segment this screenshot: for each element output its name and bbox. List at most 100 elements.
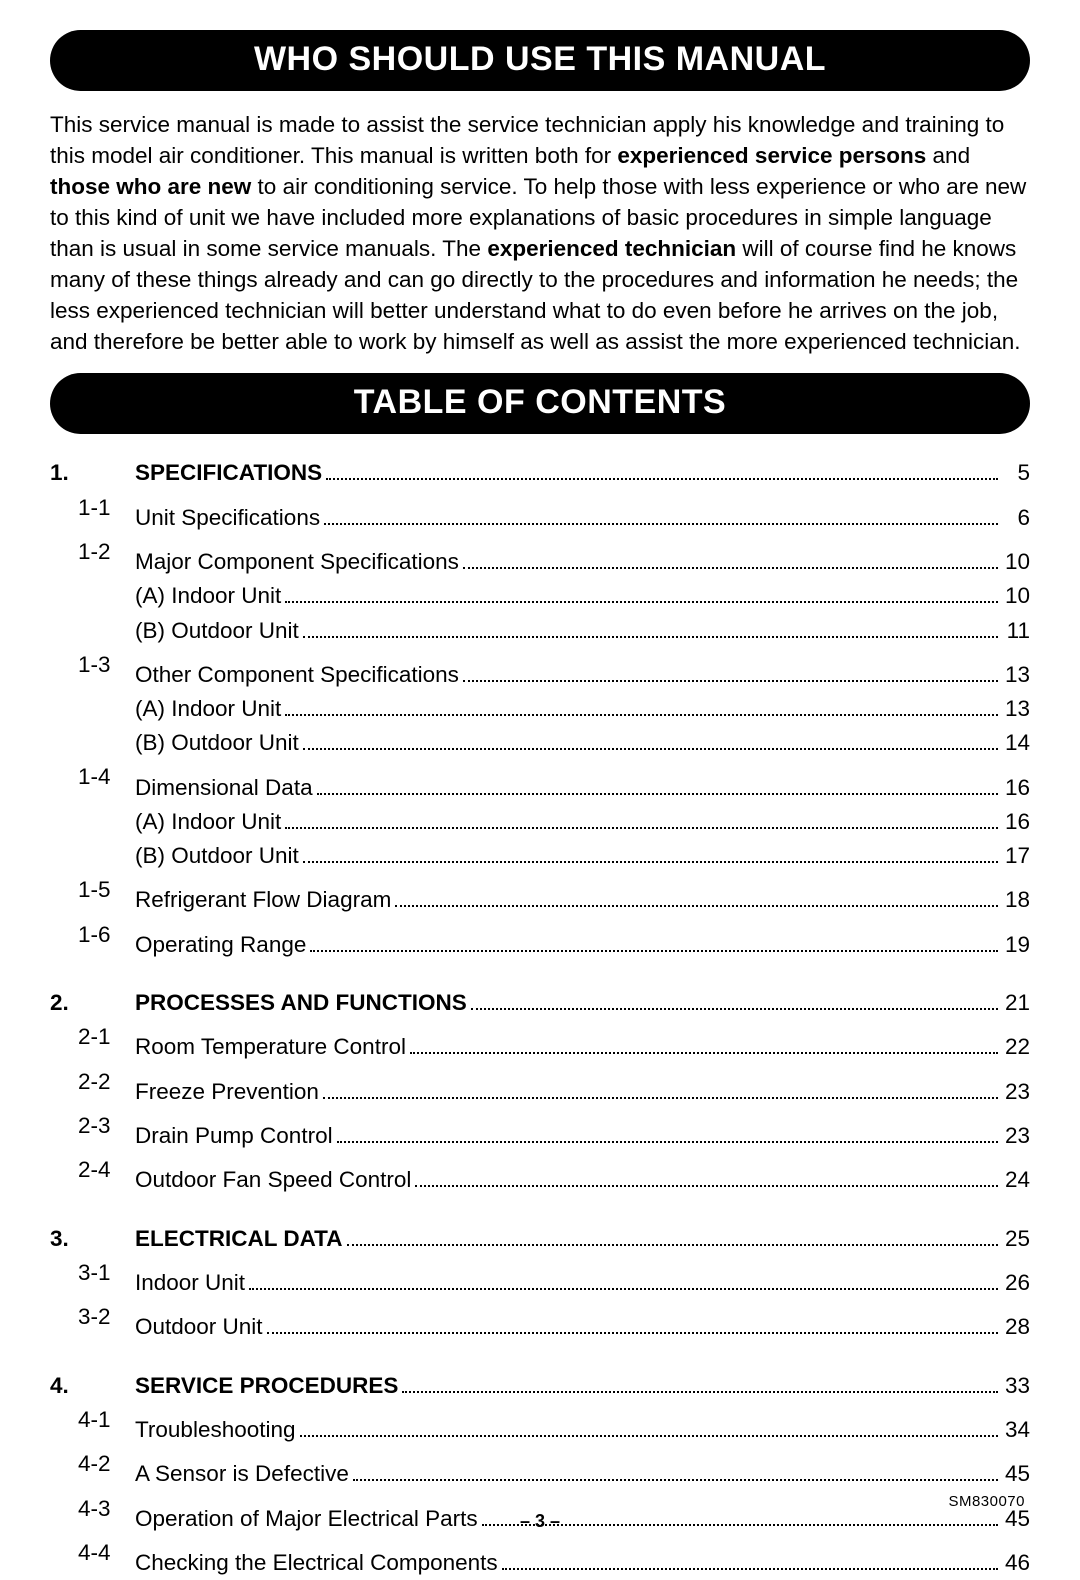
toc-section-number xyxy=(50,1020,78,1054)
toc-title: Refrigerant Flow Diagram xyxy=(135,883,391,917)
toc-section-number: 3. xyxy=(50,1222,78,1256)
toc-subsection-number xyxy=(78,1369,135,1403)
toc-section: 3.ELECTRICAL DATA253-1Indoor Unit263-2Ou… xyxy=(50,1222,1030,1345)
toc-title: Outdoor Fan Speed Control xyxy=(135,1163,411,1197)
toc-title: Outdoor Unit xyxy=(135,1310,263,1344)
toc-leader-dots xyxy=(353,1479,998,1481)
toc-page: 10 xyxy=(1002,579,1030,613)
toc-title: Dimensional Data xyxy=(135,771,313,805)
toc-row: 1-5Refrigerant Flow Diagram18 xyxy=(50,873,1030,917)
toc-subsection-number: 3-2 xyxy=(78,1300,135,1334)
toc-title: ELECTRICAL DATA xyxy=(135,1222,343,1256)
toc-leader-dots xyxy=(337,1141,998,1143)
toc-title: Room Temperature Control xyxy=(135,1030,406,1064)
toc-row: 2-3Drain Pump Control23 xyxy=(50,1109,1030,1153)
toc-title: (A) Indoor Unit xyxy=(135,805,281,839)
toc-leader-dots xyxy=(303,748,998,750)
toc-row: 2.PROCESSES AND FUNCTIONS21 xyxy=(50,986,1030,1020)
toc-row: (A) Indoor Unit 10 xyxy=(50,579,1030,613)
toc-row: 2-1Room Temperature Control22 xyxy=(50,1020,1030,1064)
toc-page: 13 xyxy=(1002,692,1030,726)
toc-num-col: 1-3 xyxy=(50,648,135,682)
toc-num-col: 3-1 xyxy=(50,1256,135,1290)
toc-leader-dots xyxy=(285,601,998,603)
toc-page: 21 xyxy=(1002,986,1030,1020)
toc-title: Operating Range xyxy=(135,928,306,962)
toc-section-number xyxy=(50,648,78,682)
toc-title: Major Component Specifications xyxy=(135,545,459,579)
toc-leader-dots xyxy=(415,1185,998,1187)
banner-table-of-contents: TABLE OF CONTENTS xyxy=(50,373,1030,434)
toc-row: 1-2Major Component Specifications 10 xyxy=(50,535,1030,579)
toc-row: 3-1Indoor Unit26 xyxy=(50,1256,1030,1300)
toc-title: (B) Outdoor Unit xyxy=(135,726,299,760)
toc-subsection-number: 1-2 xyxy=(78,535,135,569)
toc-section: 2.PROCESSES AND FUNCTIONS212-1Room Tempe… xyxy=(50,986,1030,1198)
toc-row: 4-2A Sensor is Defective45 xyxy=(50,1447,1030,1491)
intro-paragraph: This service manual is made to assist th… xyxy=(50,109,1030,357)
toc-subsection-number: 4-2 xyxy=(78,1447,135,1481)
toc-subsection-number xyxy=(78,986,135,1020)
toc-title: (A) Indoor Unit xyxy=(135,579,281,613)
toc-num-col: 2. xyxy=(50,986,135,1020)
banner2-text: TABLE OF CONTENTS xyxy=(354,383,726,421)
toc-page: 5 xyxy=(1002,456,1030,490)
toc-section-number xyxy=(50,1109,78,1143)
toc-title: Checking the Electrical Components xyxy=(135,1546,498,1580)
toc-subsection-number xyxy=(78,456,135,490)
toc-page: 23 xyxy=(1002,1075,1030,1109)
toc-subsection-number: 3-1 xyxy=(78,1256,135,1290)
toc-subsection-number: 4-1 xyxy=(78,1403,135,1437)
toc-row: 1-6Operating Range19 xyxy=(50,918,1030,962)
toc-section-number xyxy=(50,1300,78,1334)
toc-num-col: 3. xyxy=(50,1222,135,1256)
toc-subsection-number: 1-3 xyxy=(78,648,135,682)
intro-t2: and xyxy=(926,143,970,168)
toc-page: 45 xyxy=(1002,1457,1030,1491)
toc-leader-dots xyxy=(410,1052,998,1054)
page-footer: SM830070 – 3 – xyxy=(0,1511,1080,1532)
toc-subsection-number: 2-4 xyxy=(78,1153,135,1187)
toc-section-number xyxy=(50,1256,78,1290)
toc-section-number xyxy=(50,1065,78,1099)
toc-leader-dots xyxy=(402,1391,998,1393)
toc-row: 1.SPECIFICATIONS5 xyxy=(50,456,1030,490)
banner-who-should-use: WHO SHOULD USE THIS MANUAL xyxy=(50,30,1030,91)
toc-page: 10 xyxy=(1002,545,1030,579)
toc-leader-dots xyxy=(317,793,998,795)
toc-leader-dots xyxy=(267,1332,998,1334)
toc-page: 13 xyxy=(1002,658,1030,692)
toc-num-col: 1-2 xyxy=(50,535,135,569)
toc-leader-dots xyxy=(502,1568,998,1570)
toc-page: 22 xyxy=(1002,1030,1030,1064)
toc-section-number xyxy=(50,1536,78,1570)
toc-leader-dots xyxy=(285,827,998,829)
toc-row: (A) Indoor Unit13 xyxy=(50,692,1030,726)
toc-leader-dots xyxy=(303,636,998,638)
toc-section-number xyxy=(50,535,78,569)
toc-row: 2-2Freeze Prevention 23 xyxy=(50,1065,1030,1109)
toc-leader-dots xyxy=(471,1008,998,1010)
toc-row: (A) Indoor Unit16 xyxy=(50,805,1030,839)
toc-row: (B) Outdoor Unit11 xyxy=(50,614,1030,648)
toc-subsection-number: 1-1 xyxy=(78,491,135,525)
toc-page: 28 xyxy=(1002,1310,1030,1344)
toc-page: 26 xyxy=(1002,1266,1030,1300)
toc-section-number xyxy=(50,1403,78,1437)
toc-section-number: 2. xyxy=(50,986,78,1020)
toc-title: Freeze Prevention xyxy=(135,1075,319,1109)
toc-page: 46 xyxy=(1002,1546,1030,1580)
toc-section-number: 1. xyxy=(50,456,78,490)
toc-title: Troubleshooting xyxy=(135,1413,296,1447)
toc-num-col: 2-3 xyxy=(50,1109,135,1143)
toc-num-col: 2-4 xyxy=(50,1153,135,1187)
toc-num-col: 1-1 xyxy=(50,491,135,525)
toc-num-col: 1. xyxy=(50,456,135,490)
toc-subsection-number: 1-5 xyxy=(78,873,135,907)
toc-title: Unit Specifications xyxy=(135,501,320,535)
toc-subsection-number: 2-2 xyxy=(78,1065,135,1099)
toc-row: 1-4Dimensional Data16 xyxy=(50,760,1030,804)
toc-row: 3-2Outdoor Unit 28 xyxy=(50,1300,1030,1344)
toc-leader-dots xyxy=(285,714,998,716)
toc-row: 2-4Outdoor Fan Speed Control24 xyxy=(50,1153,1030,1197)
